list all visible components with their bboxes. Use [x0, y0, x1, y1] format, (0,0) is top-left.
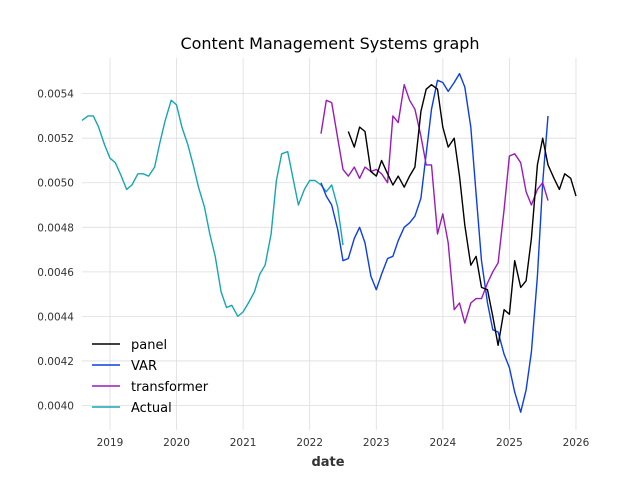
x-tick-label: 2021: [230, 437, 257, 449]
legend-label: Actual: [131, 401, 172, 416]
legend-label: VAR: [131, 359, 157, 374]
chart-title: Content Management Systems graph: [180, 34, 479, 53]
y-tick-label: 0.0050: [37, 178, 74, 190]
x-tick-label: 2019: [97, 437, 124, 449]
legend-label: transformer: [131, 380, 209, 395]
x-tick-label: 2023: [363, 437, 390, 449]
series-line-panel: [347, 83, 577, 347]
y-tick-label: 0.0040: [37, 400, 74, 412]
y-tick-label: 0.0048: [37, 222, 74, 234]
y-tick-label: 0.0046: [37, 267, 74, 279]
legend-label: panel: [131, 338, 167, 353]
x-tick-label: 2020: [163, 437, 190, 449]
x-tick-label: 2026: [563, 437, 590, 449]
series-layer: [81, 72, 577, 413]
x-tick-label: 2025: [496, 437, 523, 449]
x-axis-label: date: [311, 455, 344, 470]
y-tick-label: 0.0054: [37, 89, 74, 101]
series-line-actual: [81, 99, 344, 318]
x-tick-label: 2024: [429, 437, 456, 449]
x-tick-label: 2022: [296, 437, 323, 449]
series-line-var: [320, 72, 549, 413]
y-tick-label: 0.0044: [37, 311, 74, 323]
y-tick-label: 0.0052: [37, 133, 74, 145]
series-line-transformer: [320, 83, 549, 324]
y-tick-label: 0.0042: [37, 356, 74, 368]
grid: [82, 58, 577, 430]
legend: panel VAR transformer Actual: [92, 338, 209, 416]
x-axis: 2019 2020 2021 2022 2023 2024 2025 2026: [97, 437, 590, 449]
y-axis: 0.0040 0.0042 0.0044 0.0046 0.0048 0.0050 0.00…: [37, 89, 74, 413]
